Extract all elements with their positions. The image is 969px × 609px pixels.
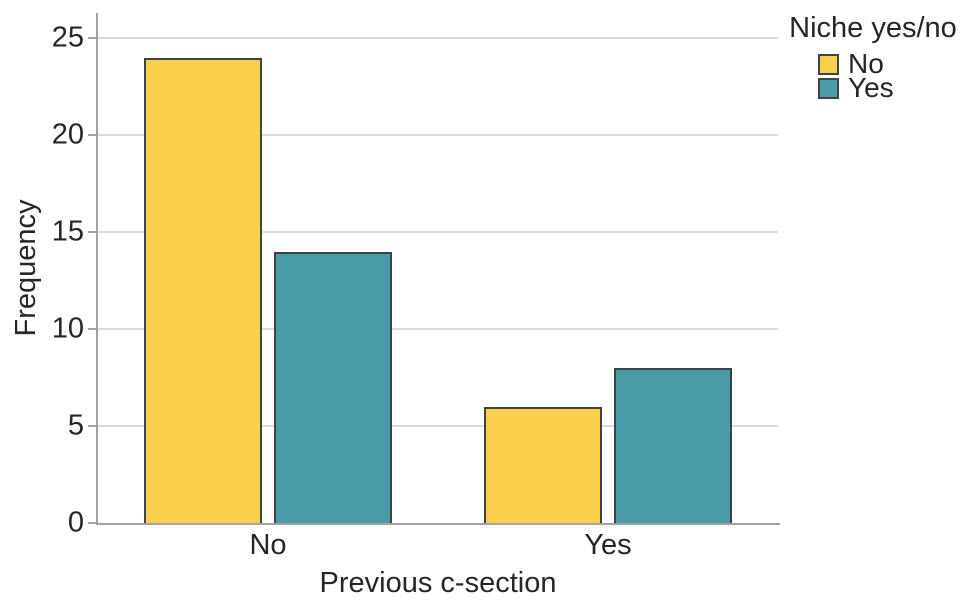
legend-label-no: No	[848, 48, 884, 79]
y-tick-label-0: 0	[67, 506, 84, 539]
bar-no-no	[144, 58, 262, 523]
legend-item-yes: Yes	[818, 72, 968, 103]
gridline-20	[98, 134, 778, 137]
plot-area	[98, 13, 778, 523]
y-tick-label-15: 15	[51, 215, 84, 248]
x-axis-line	[96, 523, 780, 525]
x-axis-title: Previous c-section	[319, 567, 557, 599]
gridline-15	[98, 231, 778, 234]
legend-label-yes: Yes	[848, 72, 894, 103]
gridline-25	[98, 37, 778, 40]
y-tick-0	[88, 522, 96, 524]
y-tick-15	[88, 231, 96, 234]
legend-swatch-yes	[818, 77, 839, 99]
y-tick-10	[88, 328, 96, 331]
y-tick-label-5: 5	[67, 409, 84, 442]
y-tick-25	[88, 37, 96, 40]
y-tick-5	[88, 425, 96, 428]
y-tick-20	[88, 134, 96, 137]
legend-item-no: No	[818, 48, 968, 79]
y-tick-label-10: 10	[51, 312, 84, 345]
bar-yes-yes	[614, 368, 732, 523]
x-tick-label-no: No	[249, 529, 287, 561]
y-axis-line	[96, 13, 98, 525]
gridline-5	[98, 425, 778, 428]
gridline-10	[98, 328, 778, 331]
legend-items: No Yes	[818, 48, 968, 103]
x-tick-label-yes: Yes	[584, 529, 632, 561]
legend-title: Niche yes/no	[789, 12, 957, 44]
y-tick-label-25: 25	[51, 21, 84, 54]
bar-yes-no	[484, 407, 602, 523]
legend-swatch-no	[818, 53, 839, 75]
legend: Niche yes/no No Yes	[778, 12, 968, 103]
bar-no-yes	[274, 252, 392, 523]
y-tick-label-20: 20	[51, 118, 84, 151]
